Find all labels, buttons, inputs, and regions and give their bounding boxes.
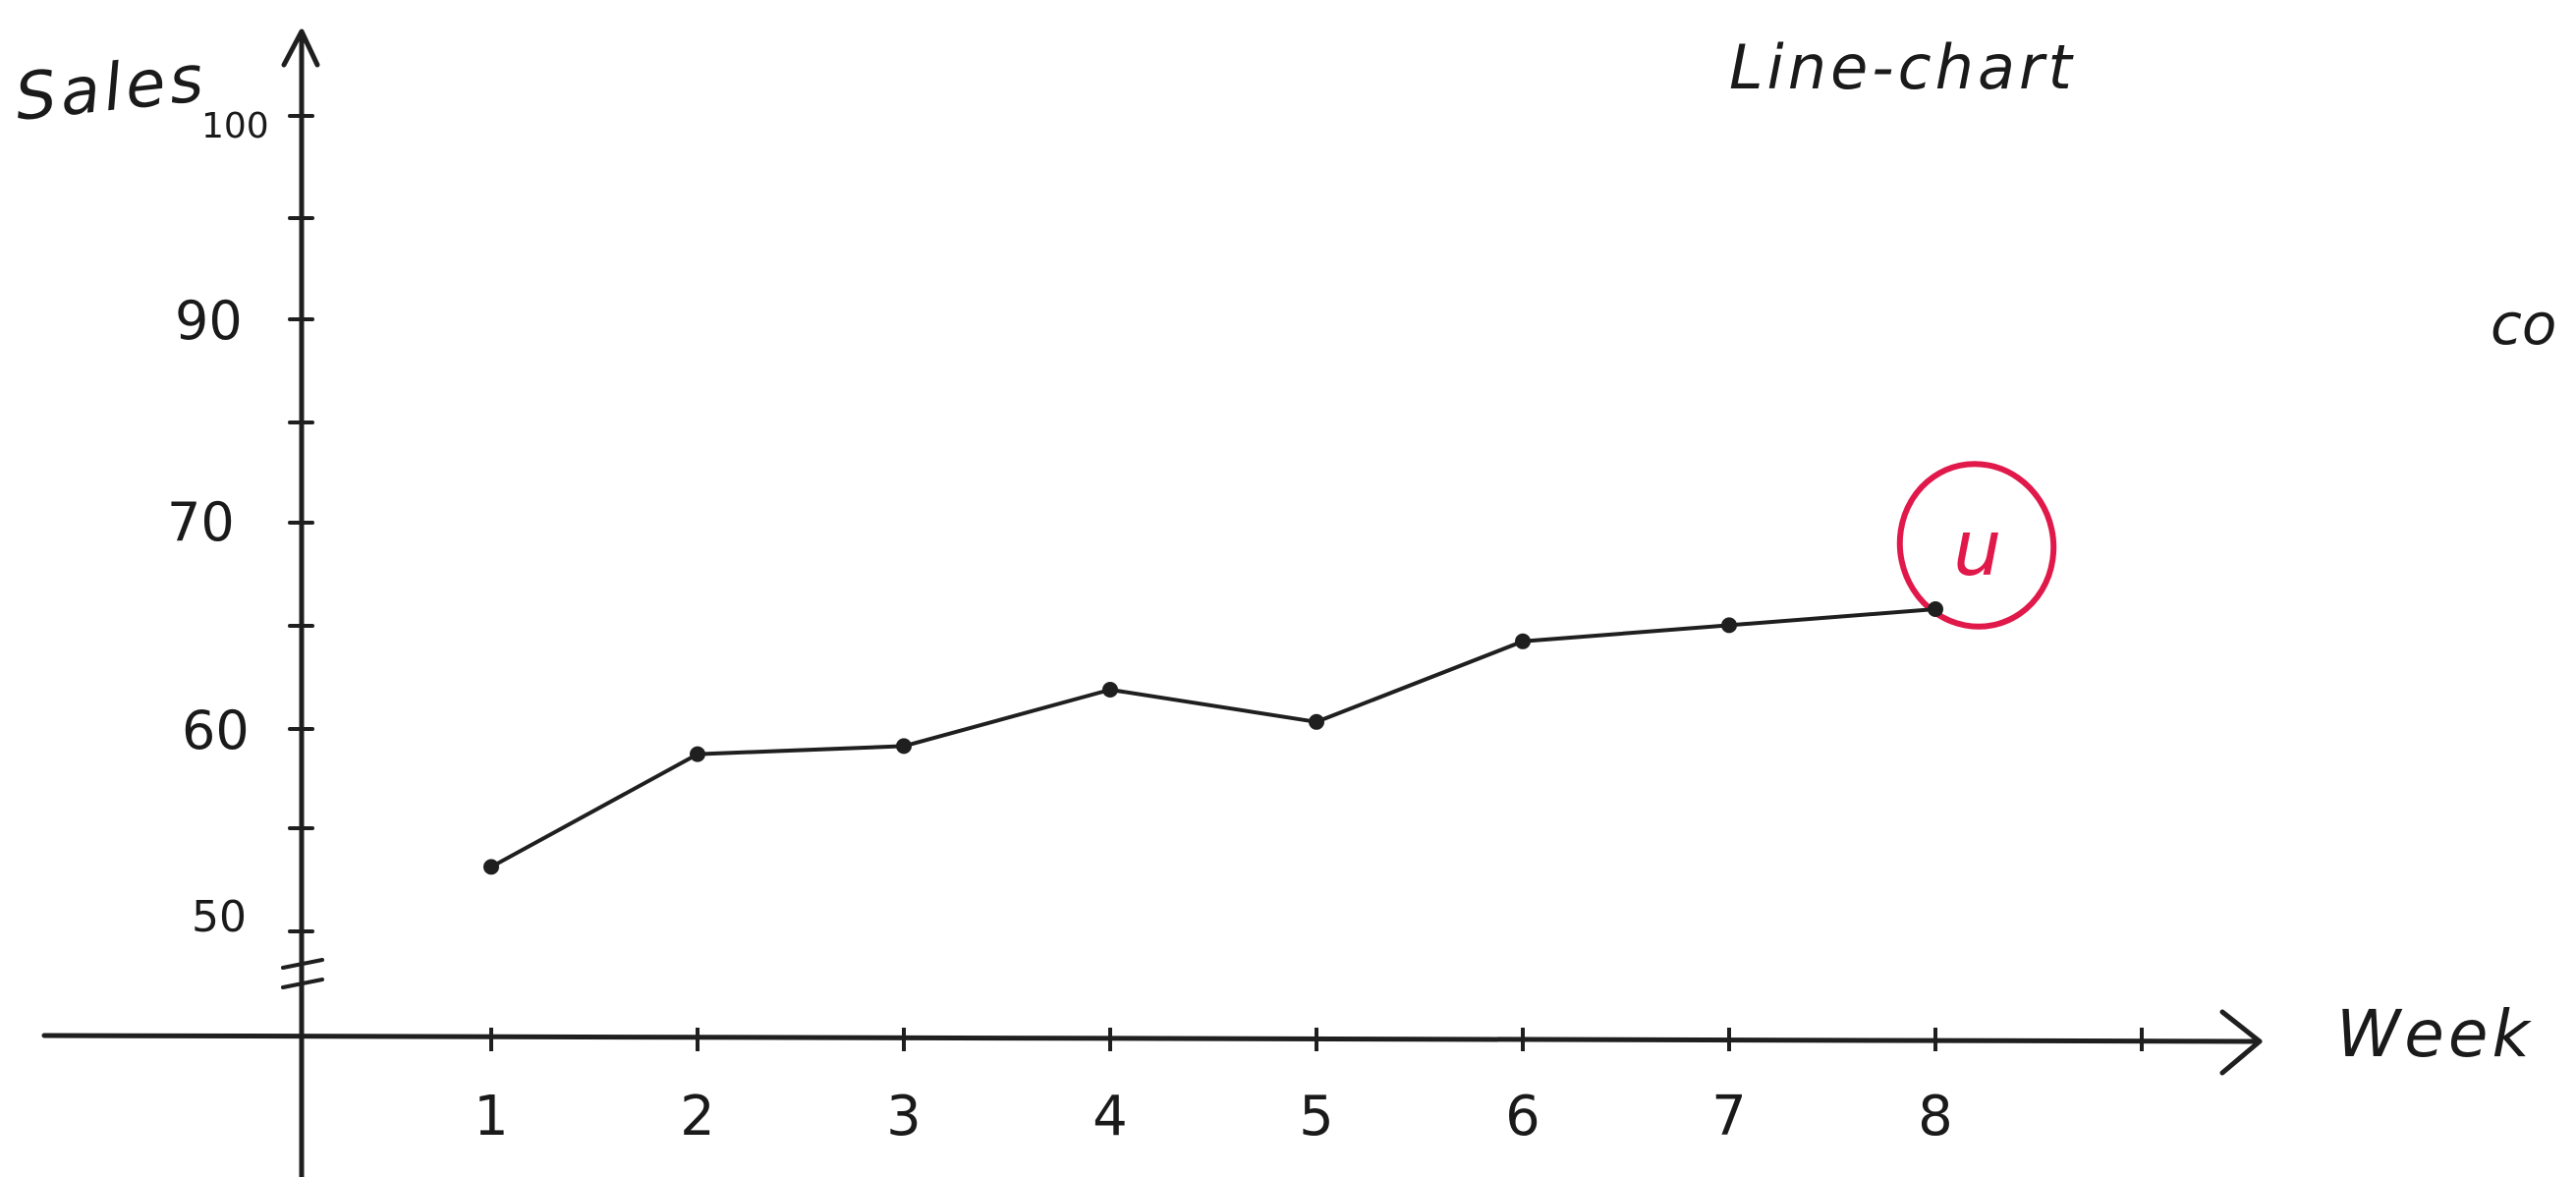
x-tick-label: 4 <box>1092 1085 1128 1149</box>
x-tick-label: 3 <box>886 1085 922 1149</box>
x-tick-label: 2 <box>680 1085 715 1149</box>
series-line <box>490 607 1936 869</box>
x-tick-label: 8 <box>1918 1085 1953 1149</box>
y-tick-labels: 50 60 70 90 100 <box>167 106 269 942</box>
x-axis <box>41 1009 2263 1076</box>
x-ticks <box>489 1028 2144 1051</box>
x-tick-labels: 1 2 3 4 5 6 7 8 <box>474 1085 1953 1149</box>
x-tick-label: 5 <box>1299 1085 1334 1149</box>
data-point <box>896 738 912 755</box>
chart-title: Line-chart <box>1729 31 2076 103</box>
grade-mark-text: u <box>1953 505 2001 593</box>
data-point <box>690 746 705 762</box>
x-tick-label: 1 <box>474 1085 509 1149</box>
data-point <box>483 859 499 875</box>
data-point <box>1721 617 1737 634</box>
series-layer <box>483 601 1943 875</box>
x-tick-label: 7 <box>1711 1085 1747 1149</box>
y-axis-label: Sales <box>12 40 211 136</box>
data-point <box>1309 713 1324 730</box>
x-axis-label: Week <box>2336 996 2534 1072</box>
data-point <box>1102 682 1118 698</box>
data-point <box>1928 601 1943 617</box>
y-tick-label: 50 <box>192 892 247 942</box>
data-point <box>1515 633 1531 649</box>
y-axis <box>281 28 324 1177</box>
margin-text: co <box>2491 291 2556 358</box>
y-tick-label: 60 <box>182 700 250 761</box>
grade-mark: u <box>1896 461 2057 630</box>
y-ticks <box>288 114 314 933</box>
x-tick-label: 6 <box>1505 1085 1540 1149</box>
y-tick-label: 90 <box>175 290 243 352</box>
y-tick-label: 70 <box>167 491 235 553</box>
y-tick-label: 100 <box>201 106 269 146</box>
